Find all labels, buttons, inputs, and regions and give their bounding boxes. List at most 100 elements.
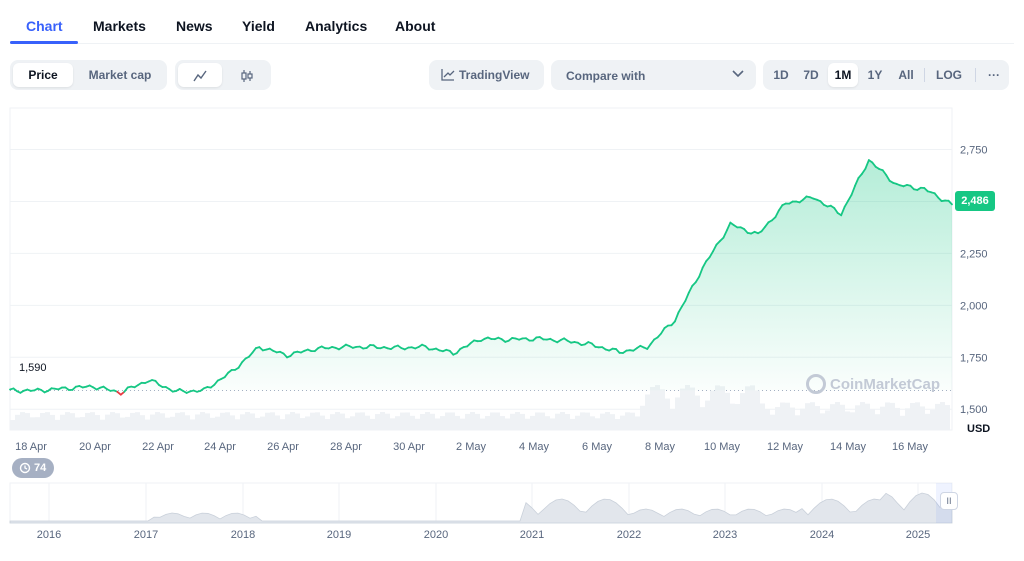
market-cap-toggle-button[interactable]: Market cap bbox=[88, 68, 152, 82]
tradingview-button[interactable]: TradingView bbox=[429, 60, 544, 90]
volume-bar bbox=[145, 419, 150, 430]
volume-bar bbox=[620, 415, 625, 430]
volume-bar bbox=[110, 412, 115, 430]
tab-about[interactable]: About bbox=[395, 18, 436, 34]
tab-markets[interactable]: Markets bbox=[93, 18, 146, 34]
volume-bar bbox=[900, 415, 905, 430]
volume-bar bbox=[505, 418, 510, 430]
volume-bar bbox=[165, 417, 170, 430]
navigator-year-label: 2019 bbox=[327, 529, 351, 541]
volume-bar bbox=[850, 412, 855, 430]
volume-bar bbox=[205, 413, 210, 430]
price-line-segment bbox=[698, 266, 704, 278]
range-divider bbox=[924, 68, 925, 82]
volume-bar bbox=[675, 397, 680, 430]
volume-bar bbox=[490, 412, 495, 430]
y-tick-label: 1,500 bbox=[960, 404, 988, 416]
x-tick-label: 16 May bbox=[892, 441, 929, 453]
volume-bar bbox=[250, 413, 255, 430]
volume-bar bbox=[255, 417, 260, 430]
volume-bar bbox=[740, 393, 745, 430]
volume-bar bbox=[925, 413, 930, 430]
tab-news[interactable]: News bbox=[176, 18, 213, 34]
range-selector: 1D 7D 1M 1Y All LOG ··· bbox=[763, 60, 1009, 90]
volume-bar bbox=[410, 415, 415, 430]
tab-analytics[interactable]: Analytics bbox=[305, 18, 368, 34]
volume-bar bbox=[295, 413, 300, 430]
line-chart-icon bbox=[193, 70, 207, 82]
tab-chart[interactable]: Chart bbox=[26, 18, 63, 34]
volume-bar bbox=[355, 412, 360, 430]
volume-bar bbox=[175, 412, 180, 430]
volume-bar bbox=[480, 418, 485, 430]
volume-bar bbox=[340, 413, 345, 430]
navigator[interactable]: 2016 2017 2018 2019 2020 2021 2022 2023 2024 2025 bbox=[9, 482, 953, 541]
range-divider bbox=[975, 68, 976, 82]
volume-bar bbox=[625, 412, 630, 430]
navigator-year-label: 2023 bbox=[713, 529, 737, 541]
candlestick-chart-button[interactable] bbox=[225, 63, 268, 87]
range-all-button[interactable]: All bbox=[898, 68, 914, 82]
volume-bar bbox=[870, 409, 875, 430]
volume-bar bbox=[710, 390, 715, 430]
volume-bar bbox=[940, 402, 945, 430]
volume-bar bbox=[565, 414, 570, 430]
range-1d-button[interactable]: 1D bbox=[773, 68, 789, 82]
volume-bar bbox=[45, 412, 50, 430]
volume-bar bbox=[905, 408, 910, 430]
events-badge[interactable]: 74 bbox=[12, 458, 54, 478]
range-1y-button[interactable]: 1Y bbox=[867, 68, 883, 82]
volume-bar bbox=[805, 403, 810, 430]
tab-yield[interactable]: Yield bbox=[242, 18, 275, 34]
volume-bar bbox=[15, 414, 20, 430]
x-tick-label: 6 May bbox=[582, 441, 612, 453]
volume-bar bbox=[600, 413, 605, 430]
navigator-year-label: 2020 bbox=[424, 529, 448, 541]
history-icon bbox=[19, 462, 31, 474]
line-chart-button[interactable] bbox=[178, 63, 222, 87]
volume-bars bbox=[10, 385, 950, 430]
currency-label: USD bbox=[967, 423, 991, 435]
price-line-segment bbox=[933, 192, 940, 199]
more-options-button[interactable]: ··· bbox=[988, 68, 1000, 82]
volume-bar bbox=[310, 412, 315, 430]
volume-bar bbox=[610, 414, 615, 430]
volume-bar bbox=[375, 414, 380, 430]
compare-with-label: Compare with bbox=[566, 69, 646, 83]
x-tick-label: 26 Apr bbox=[267, 441, 299, 453]
volume-bar bbox=[770, 414, 775, 430]
tradingview-label: TradingView bbox=[459, 68, 530, 82]
navigator-series bbox=[9, 492, 953, 524]
active-tab-indicator bbox=[10, 41, 78, 44]
x-tick-label: 14 May bbox=[830, 441, 867, 453]
volume-bar bbox=[400, 412, 405, 430]
price-line-segment bbox=[833, 207, 839, 214]
volume-bar bbox=[575, 415, 580, 430]
volume-bar bbox=[640, 405, 645, 430]
navigator-year-label: 2018 bbox=[231, 529, 255, 541]
price-line-segment bbox=[777, 204, 784, 212]
volume-bar bbox=[945, 405, 950, 430]
volume-bar bbox=[35, 417, 40, 430]
compare-with-dropdown[interactable]: Compare with bbox=[551, 60, 756, 90]
volume-bar bbox=[760, 403, 765, 430]
volume-bar bbox=[810, 402, 815, 430]
volume-bar bbox=[470, 412, 475, 430]
navigator-year-label: 2024 bbox=[810, 529, 834, 541]
navigator-year-label: 2025 bbox=[906, 529, 930, 541]
navigator-handle[interactable]: II bbox=[940, 492, 958, 510]
price-line-segment bbox=[764, 221, 770, 228]
range-7d-button[interactable]: 7D bbox=[803, 68, 819, 82]
range-1m-button[interactable]: 1M bbox=[828, 63, 858, 87]
current-price-tag: 2,486 bbox=[955, 191, 995, 211]
price-toggle-button[interactable]: Price bbox=[13, 63, 73, 87]
volume-bar bbox=[915, 402, 920, 430]
volume-bar bbox=[755, 390, 760, 430]
price-line-segment bbox=[854, 177, 860, 187]
volume-bar bbox=[895, 407, 900, 430]
price-line-segment bbox=[251, 347, 257, 354]
start-price-label: 1,590 bbox=[17, 362, 49, 374]
volume-bar bbox=[590, 416, 595, 430]
log-scale-button[interactable]: LOG bbox=[936, 68, 962, 82]
